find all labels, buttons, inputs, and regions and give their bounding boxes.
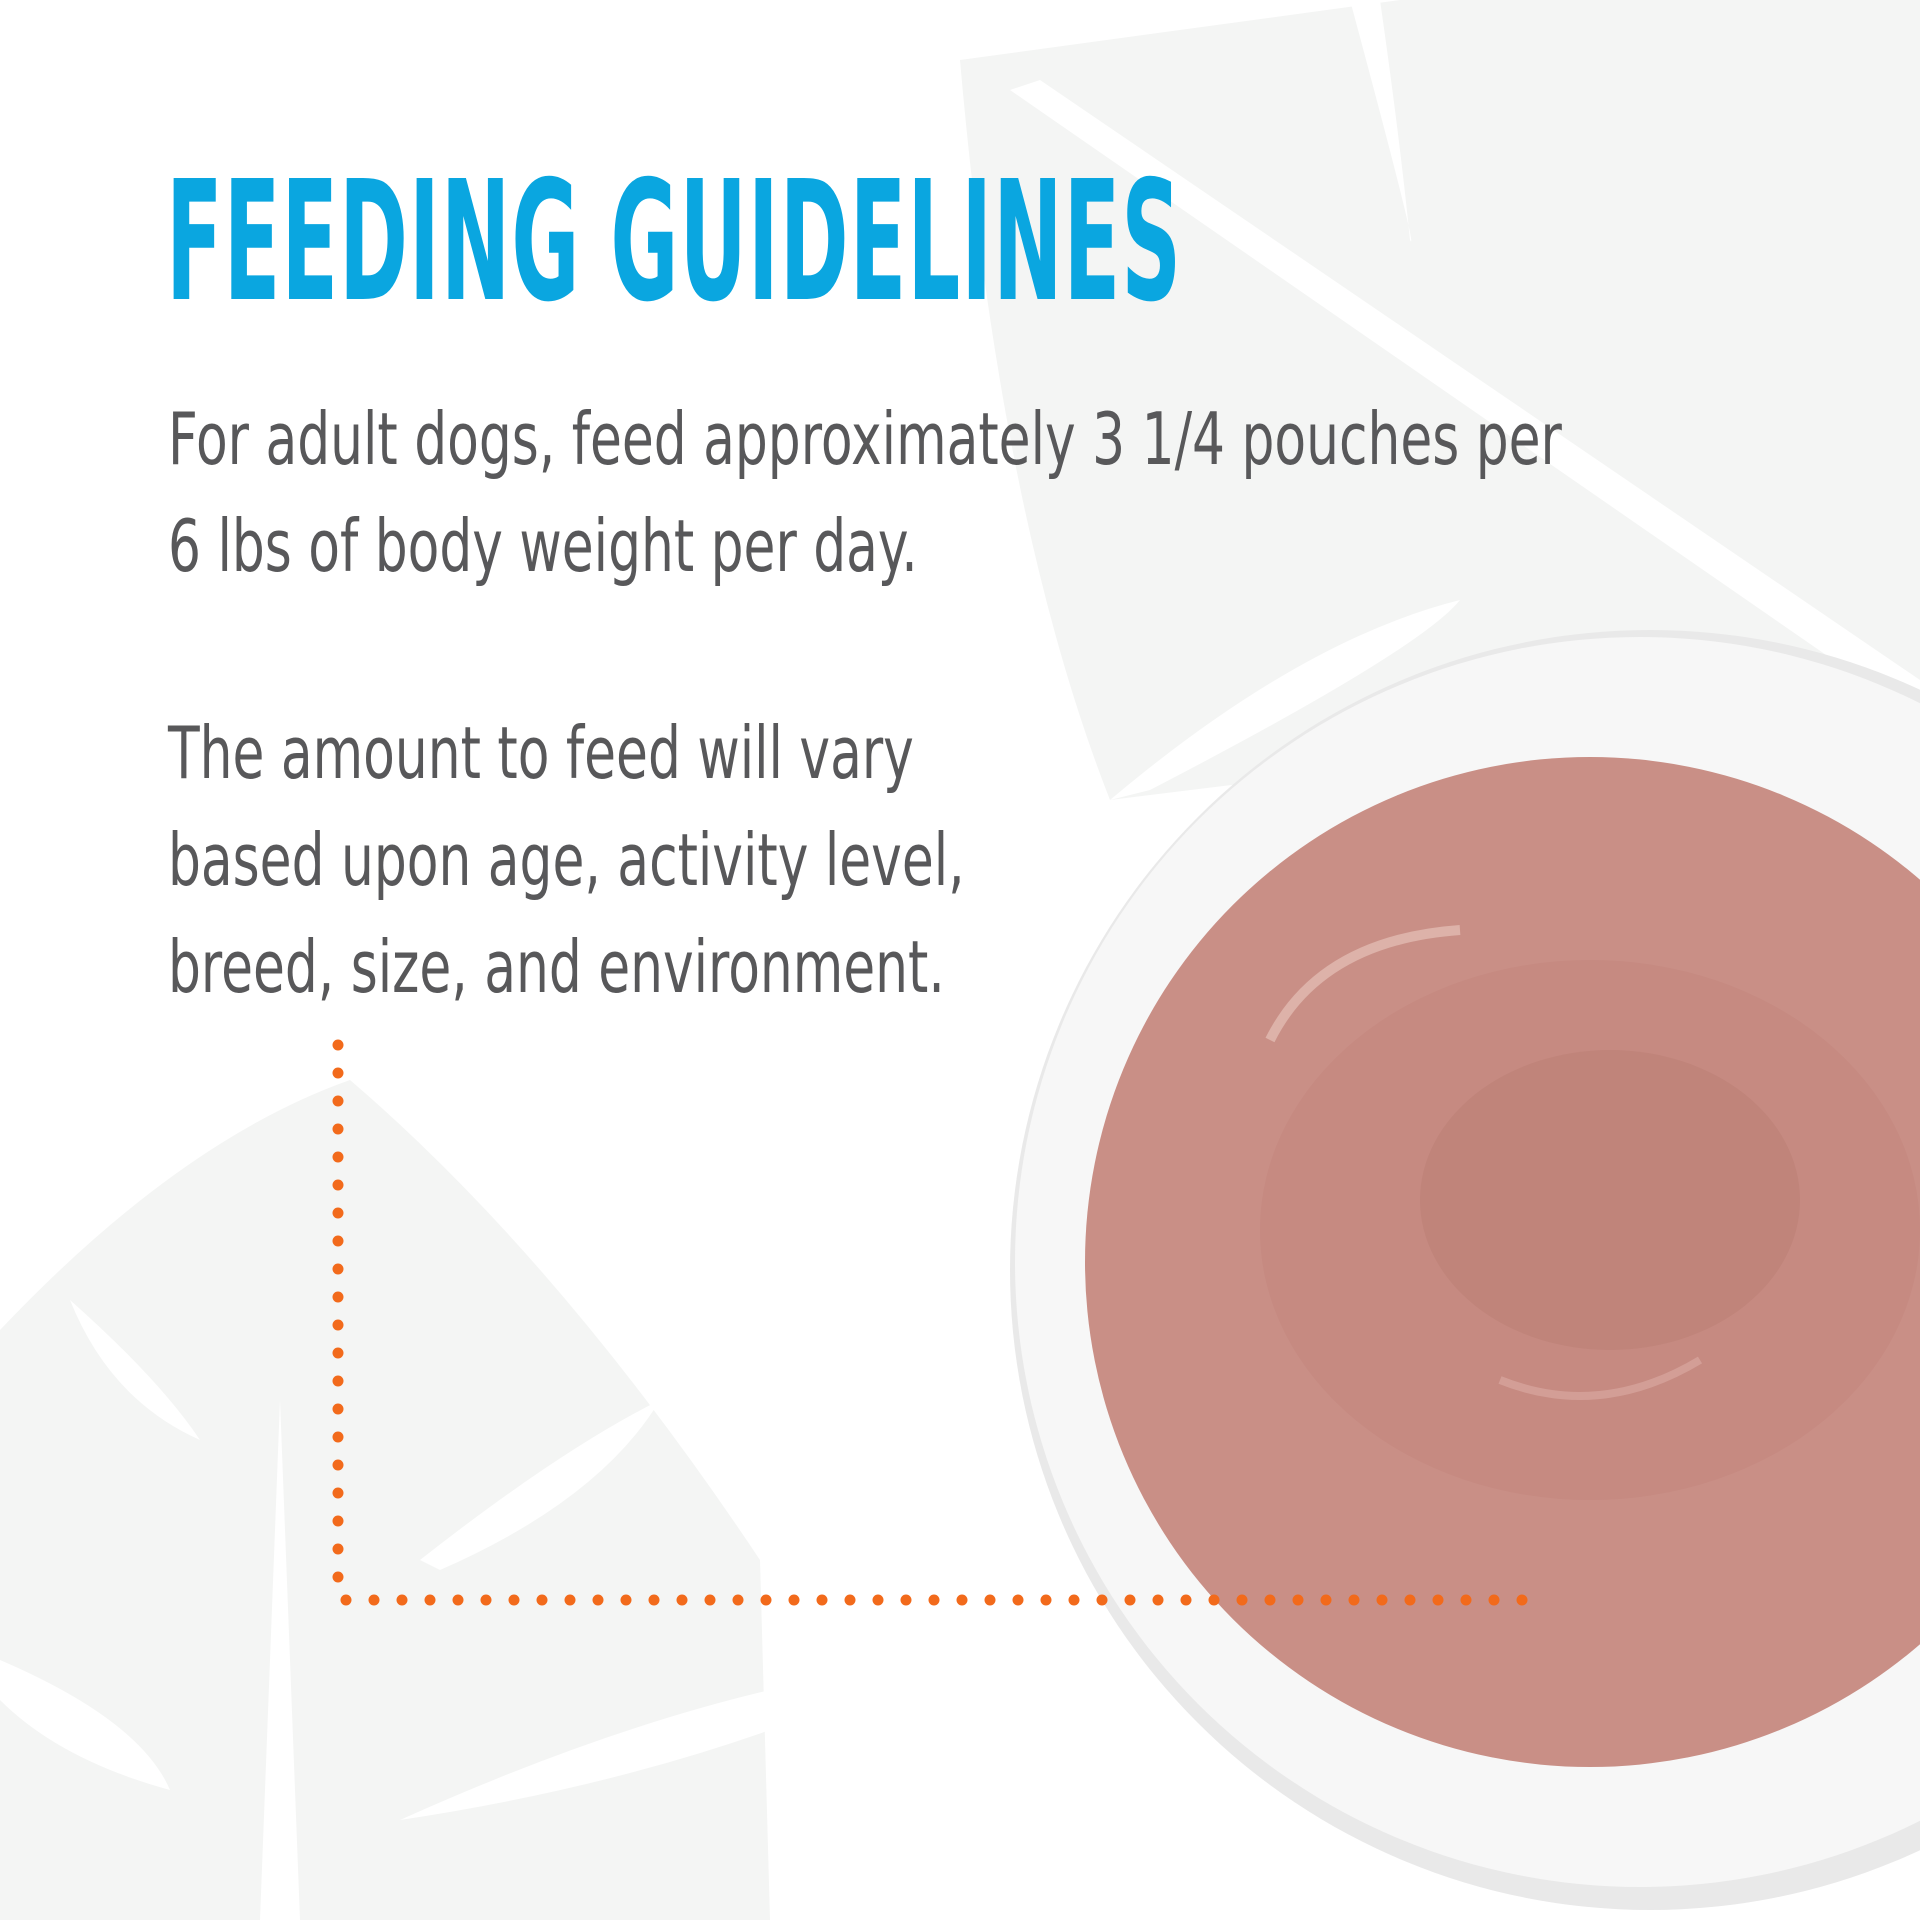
text-line: The amount to feed will vary	[168, 711, 914, 795]
text-line: For adult dogs, feed approximately 3 1/4…	[168, 397, 1562, 481]
food-bowl-image	[1010, 630, 1920, 1910]
page-title: FEEDING GUIDELINES	[166, 146, 1183, 339]
dotted-connector-line	[332, 1039, 1546, 1606]
feeding-amount-text: For adult dogs, feed approximately 3 1/4…	[168, 386, 1562, 600]
text-line: breed, size, and environment.	[168, 925, 945, 1009]
feeding-variation-text: The amount to feed will vary based upon …	[168, 700, 965, 1021]
leaf-decoration-bottom-left	[0, 1080, 770, 1920]
text-line: based upon age, activity level,	[168, 818, 965, 902]
leaf-decoration-top-right	[960, 0, 1920, 800]
text-line: 6 lbs of body weight per day.	[168, 504, 918, 588]
